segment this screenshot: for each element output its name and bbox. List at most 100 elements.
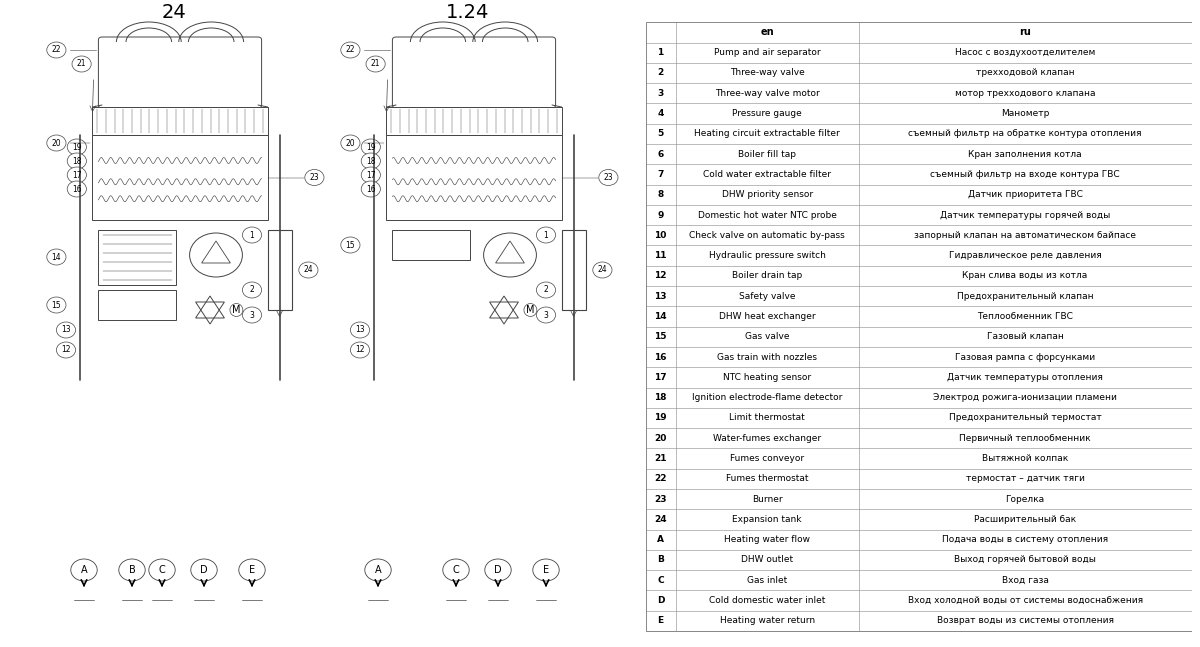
Circle shape bbox=[71, 559, 97, 581]
Text: Горелка: Горелка bbox=[1006, 494, 1045, 503]
Text: E: E bbox=[542, 565, 550, 575]
Text: B: B bbox=[658, 556, 664, 564]
Text: 4: 4 bbox=[658, 109, 664, 118]
Circle shape bbox=[443, 559, 469, 581]
Text: 3: 3 bbox=[250, 311, 254, 320]
Bar bbox=[386, 135, 562, 220]
Text: Выход горячей бытовой воды: Выход горячей бытовой воды bbox=[954, 556, 1096, 564]
Text: ru: ru bbox=[1019, 27, 1031, 38]
Text: E: E bbox=[248, 565, 256, 575]
Text: Газовый клапан: Газовый клапан bbox=[986, 333, 1063, 341]
Text: 21: 21 bbox=[371, 60, 380, 69]
Text: Возврат воды из системы отопления: Возврат воды из системы отопления bbox=[936, 617, 1114, 626]
Text: 16: 16 bbox=[72, 184, 82, 193]
Circle shape bbox=[149, 559, 175, 581]
Text: 11: 11 bbox=[654, 251, 667, 260]
Circle shape bbox=[536, 282, 556, 298]
Text: 18: 18 bbox=[654, 393, 667, 402]
Text: Limit thermostat: Limit thermostat bbox=[730, 413, 805, 422]
Text: Expansion tank: Expansion tank bbox=[732, 515, 802, 524]
Bar bbox=[268, 230, 292, 310]
Text: DHW priority sensor: DHW priority sensor bbox=[721, 190, 812, 199]
Circle shape bbox=[299, 262, 318, 278]
Text: 24: 24 bbox=[304, 265, 313, 274]
FancyBboxPatch shape bbox=[98, 37, 262, 108]
Text: M: M bbox=[232, 305, 241, 315]
Circle shape bbox=[350, 342, 370, 358]
Text: Ignition electrode-flame detector: Ignition electrode-flame detector bbox=[692, 393, 842, 402]
Text: 12: 12 bbox=[654, 271, 667, 280]
Text: 19: 19 bbox=[366, 142, 376, 151]
Text: Domestic hot water NTC probe: Domestic hot water NTC probe bbox=[697, 210, 836, 219]
Bar bbox=[92, 107, 268, 135]
Circle shape bbox=[361, 181, 380, 197]
Text: Water-fumes exchanger: Water-fumes exchanger bbox=[713, 433, 821, 443]
Text: 15: 15 bbox=[346, 241, 355, 250]
Text: 13: 13 bbox=[654, 292, 667, 301]
Text: 18: 18 bbox=[72, 157, 82, 166]
Text: Датчик приоритета ГВС: Датчик приоритета ГВС bbox=[967, 190, 1082, 199]
Text: DHW outlet: DHW outlet bbox=[742, 556, 793, 564]
Circle shape bbox=[533, 559, 559, 581]
Text: 23: 23 bbox=[310, 173, 319, 182]
Text: Подача воды в систему отопления: Подача воды в систему отопления bbox=[942, 535, 1108, 544]
Circle shape bbox=[47, 42, 66, 58]
Text: 22: 22 bbox=[654, 474, 667, 483]
Circle shape bbox=[191, 559, 217, 581]
Circle shape bbox=[56, 322, 76, 338]
Text: 24: 24 bbox=[162, 3, 186, 21]
Text: 17: 17 bbox=[654, 373, 667, 382]
Text: B: B bbox=[128, 565, 136, 575]
Text: Boiler fill tap: Boiler fill tap bbox=[738, 149, 796, 159]
Text: 6: 6 bbox=[658, 149, 664, 159]
Text: 16: 16 bbox=[366, 184, 376, 193]
Circle shape bbox=[242, 307, 262, 323]
Text: запорный клапан на автоматическом байпасе: запорный клапан на автоматическом байпас… bbox=[914, 231, 1136, 240]
Text: 3: 3 bbox=[658, 89, 664, 98]
Text: A: A bbox=[658, 535, 664, 544]
Bar bbox=[392, 230, 470, 260]
Text: E: E bbox=[658, 617, 664, 626]
Text: 10: 10 bbox=[654, 231, 667, 240]
Circle shape bbox=[47, 135, 66, 151]
Text: 24: 24 bbox=[654, 515, 667, 524]
Text: Gas train with nozzles: Gas train with nozzles bbox=[718, 353, 817, 362]
Circle shape bbox=[484, 233, 536, 277]
Text: Hydraulic pressure switch: Hydraulic pressure switch bbox=[709, 251, 826, 260]
Text: 23: 23 bbox=[604, 173, 613, 182]
Text: 13: 13 bbox=[61, 325, 71, 334]
Text: Вход газа: Вход газа bbox=[1002, 576, 1049, 585]
Text: Fumes thermostat: Fumes thermostat bbox=[726, 474, 809, 483]
Bar bbox=[386, 107, 562, 135]
Circle shape bbox=[242, 282, 262, 298]
Text: Three-way valve: Three-way valve bbox=[730, 69, 804, 78]
Text: C: C bbox=[158, 565, 166, 575]
Text: C: C bbox=[658, 576, 664, 585]
Text: съемный фильтр на входе контура ГВС: съемный фильтр на входе контура ГВС bbox=[930, 170, 1120, 179]
Circle shape bbox=[350, 322, 370, 338]
Circle shape bbox=[305, 170, 324, 186]
Text: 9: 9 bbox=[658, 210, 664, 219]
Circle shape bbox=[341, 135, 360, 151]
Text: 14: 14 bbox=[52, 252, 61, 261]
Circle shape bbox=[361, 153, 380, 169]
Text: A: A bbox=[374, 565, 382, 575]
Bar bbox=[92, 135, 268, 220]
Bar bbox=[98, 230, 176, 285]
Text: 19: 19 bbox=[654, 413, 667, 422]
Text: Pump and air separator: Pump and air separator bbox=[714, 48, 821, 57]
Text: Кран слива воды из котла: Кран слива воды из котла bbox=[962, 271, 1087, 280]
Circle shape bbox=[485, 559, 511, 581]
Circle shape bbox=[56, 342, 76, 358]
Text: 22: 22 bbox=[52, 45, 61, 54]
Circle shape bbox=[67, 153, 86, 169]
Text: Burner: Burner bbox=[751, 494, 782, 503]
Text: термостат – датчик тяги: термостат – датчик тяги bbox=[966, 474, 1085, 483]
Text: 22: 22 bbox=[346, 45, 355, 54]
Text: 1: 1 bbox=[250, 230, 254, 239]
Text: Heating circuit extractable filter: Heating circuit extractable filter bbox=[695, 129, 840, 138]
Circle shape bbox=[593, 262, 612, 278]
Text: 1.24: 1.24 bbox=[446, 3, 490, 21]
Text: 13: 13 bbox=[355, 325, 365, 334]
Circle shape bbox=[361, 167, 380, 183]
